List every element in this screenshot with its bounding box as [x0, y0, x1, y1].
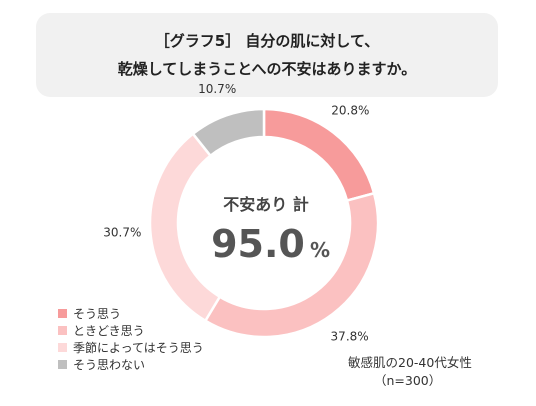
center-label: 不安あり 計: [223, 195, 309, 214]
chart-title-line2: 乾燥してしまうことへの不安はありますか。: [117, 60, 417, 78]
legend-item-3: 季節によってはそう思う: [58, 339, 204, 356]
slice-value-label-3: 30.7%: [103, 225, 141, 239]
donut-slice-3: [148, 132, 222, 323]
legend-label-3: 季節によってはそう思う: [73, 341, 204, 355]
donut-slice-1: [262, 107, 376, 203]
legend-swatch-4: [58, 360, 67, 369]
legend-swatch-1: [58, 309, 67, 318]
chart-legend: そう思うときどき思う季節によってはそう思う そう思わない: [58, 305, 204, 373]
legend-item-4: そう思わない: [58, 356, 204, 373]
legend-swatch-2: [58, 326, 67, 335]
legend-swatch-3: [58, 343, 67, 352]
legend-label-2: ときどき思う: [73, 324, 145, 338]
legend-label-1: そう思う: [73, 307, 122, 321]
center-value: 95.0: [211, 222, 305, 266]
legend-item-2: ときどき思う: [58, 322, 204, 339]
chart-title-line1: ［グラフ5］ 自分の肌に対して、: [154, 32, 380, 50]
slice-value-label-1: 20.8%: [331, 103, 369, 117]
sample-note: 敏感肌の20-40代女性 （n=300）: [348, 354, 472, 390]
donut-slice-4: [191, 107, 266, 158]
sample-note-line2: （n=300）: [374, 373, 442, 388]
center-unit: %: [310, 238, 330, 262]
slice-value-label-4: 10.7%: [198, 82, 236, 96]
legend-item-1: そう思う: [58, 305, 204, 322]
slice-value-label-2: 37.8%: [331, 329, 369, 343]
sample-note-line1: 敏感肌の20-40代女性: [348, 355, 472, 370]
legend-label-4: そう思わない: [73, 358, 146, 372]
chart-title-box: ［グラフ5］ 自分の肌に対して、 乾燥してしまうことへの不安はありますか。: [36, 13, 498, 97]
